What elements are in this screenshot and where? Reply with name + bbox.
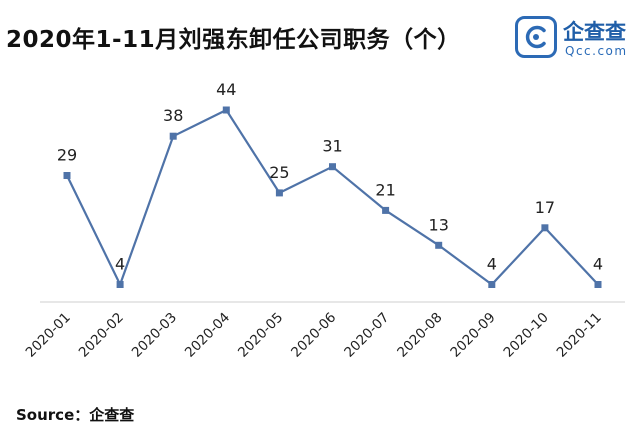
x-tick-label: 2020-07 [341,310,392,361]
qcc-c-logo-icon [515,16,557,58]
data-point [541,224,549,232]
source-name: 企查查 [89,406,135,424]
x-tick-label: 2020-11 [554,310,605,361]
qcc-logo: 企查查 Qcc.com [515,13,635,61]
data-point [116,281,124,288]
source-label: Source： [16,406,90,424]
data-label: 44 [216,80,236,99]
data-label: 25 [269,163,289,182]
data-point [488,281,496,288]
x-tick-label: 2020-06 [288,310,339,361]
data-label: 21 [375,180,395,199]
x-tick-label: 2020-09 [447,310,498,361]
logo-name: 企查查 [563,20,626,44]
x-tick-label: 2020-02 [76,310,127,361]
data-label: 4 [593,255,603,274]
data-point [222,106,230,114]
data-point [275,189,283,197]
x-tick-label: 2020-08 [394,310,445,361]
data-point [329,163,336,171]
data-point [63,172,71,179]
data-label: 4 [487,255,497,274]
x-tick-label: 2020-10 [501,310,552,361]
data-label: 29 [57,146,77,165]
data-label: 17 [535,198,555,217]
x-tick-label: 2020-03 [129,310,180,361]
data-label: 31 [322,137,342,156]
logo-domain: Qcc.com [565,44,628,58]
x-tick-label: 2020-05 [235,310,286,361]
data-label: 13 [429,215,449,234]
source-note: Source：企查查 [16,404,134,425]
chart-title: 2020年1-11月刘强东卸任公司职务（个） [6,27,461,53]
x-tick-label: 2020-04 [182,310,233,361]
data-point [594,281,602,288]
data-label: 38 [163,106,183,125]
data-label: 4 [115,255,125,274]
x-tick-label: 2020-01 [23,310,74,361]
data-point [435,241,443,249]
data-point [382,206,390,214]
data-point [169,132,177,140]
